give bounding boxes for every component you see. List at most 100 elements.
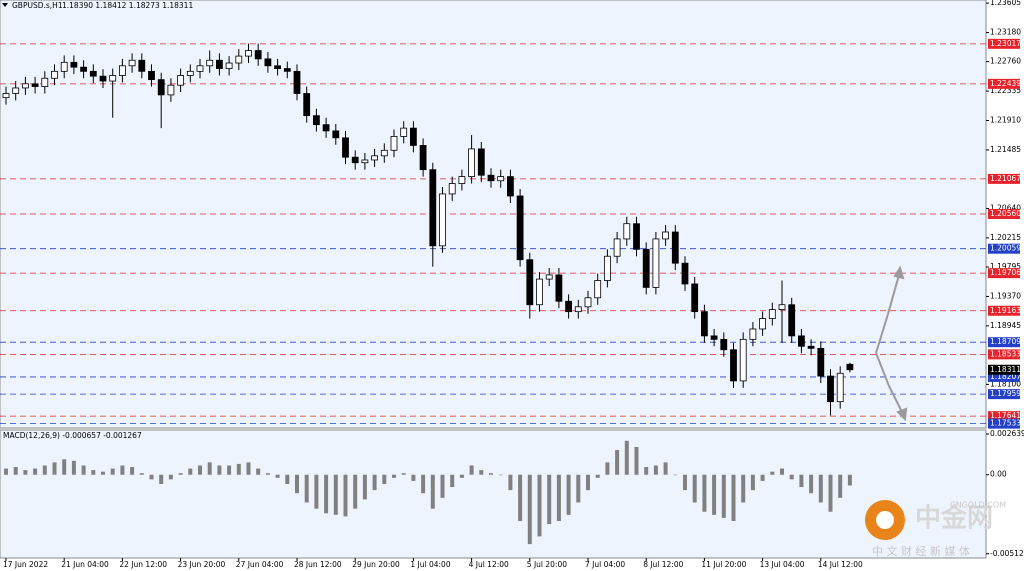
level-tag [988, 243, 1020, 254]
candle-body [730, 349, 737, 382]
x-tick-label: 14 Jul 12:00 [818, 560, 863, 569]
macd-bar [586, 474, 590, 491]
logo [876, 511, 894, 529]
macd-bar [450, 474, 455, 488]
macd-bar [275, 474, 280, 478]
macd-bar [392, 474, 396, 478]
macd-bar [624, 440, 629, 475]
candle-body [138, 59, 146, 72]
candle-body [574, 306, 582, 313]
y-tick-label: 1.19370 [990, 291, 1021, 300]
level-label: 1.18709 [990, 337, 1021, 346]
candle-body [371, 155, 379, 161]
level-label: 1.20059 [990, 244, 1021, 253]
candle-body [89, 70, 97, 77]
candle-body [167, 84, 175, 96]
candle-body [759, 318, 766, 330]
macd-tick-label: 0.00 [990, 470, 1007, 479]
brand: 中金网 [915, 503, 993, 534]
candle-body [555, 274, 563, 302]
candle-body [390, 136, 398, 151]
arrow [888, 385, 903, 413]
level-tag [988, 268, 1020, 279]
candle-body [506, 176, 514, 197]
candle-body [846, 363, 854, 371]
macd-bar [333, 474, 338, 515]
x-tick-label: 17 Jun 2022 [3, 560, 48, 569]
candle-body [720, 338, 728, 351]
candle-body [487, 174, 495, 182]
level-label: 1.17641 [990, 411, 1021, 420]
candle-body [332, 130, 340, 139]
macd-bar [459, 474, 464, 478]
candle-body [749, 328, 757, 340]
candle-body [128, 59, 136, 67]
level-tag [988, 38, 1020, 49]
macd-bar [489, 473, 493, 475]
macd-bar [421, 474, 426, 494]
macd-bar [265, 473, 270, 475]
x-tick-label: 11 Jul 20:00 [701, 560, 746, 569]
menu-icon [2, 3, 8, 7]
candle-body [245, 50, 252, 57]
macd-tick-label: 0.002639 [990, 429, 1024, 438]
candle-body [739, 338, 747, 382]
macd-bar [702, 474, 707, 512]
macd-bar [838, 474, 843, 498]
candle-body [215, 59, 223, 69]
candle-body [148, 70, 155, 81]
level-label: 1.21067 [990, 174, 1021, 183]
macd-bar [23, 470, 28, 475]
candle-body [545, 274, 553, 280]
macd-bar [692, 474, 697, 503]
macd-bar [644, 467, 649, 475]
level-tag [988, 349, 1020, 360]
macd-bar [110, 468, 115, 475]
level-tag [988, 305, 1020, 316]
candle-body [419, 145, 427, 171]
macd-bar [615, 450, 620, 475]
macd-bar [847, 474, 852, 486]
candle-body [710, 335, 718, 340]
macd-bar [207, 462, 212, 475]
macd-bar [314, 474, 319, 509]
macd-bar [382, 474, 387, 484]
macd-bar [576, 474, 581, 503]
level-tag [988, 209, 1020, 219]
macd-bar [411, 474, 416, 481]
macd-bar [256, 468, 261, 475]
macd-bar [770, 471, 775, 475]
candle-body [109, 75, 117, 82]
candle-body [565, 300, 572, 313]
macd-bar [828, 474, 833, 512]
y-tick-label: 1.23180 [990, 28, 1021, 37]
macd-bar [789, 474, 794, 480]
y-tick-label: 1.22335 [990, 86, 1021, 95]
level-tag [988, 173, 1020, 184]
macd-bar [353, 474, 358, 509]
macd-bar [683, 474, 687, 491]
candle-body [342, 137, 349, 158]
candle-body [448, 183, 456, 195]
level-label: 1.18533 [990, 349, 1021, 358]
candle-body [584, 297, 592, 308]
candle-body [283, 68, 291, 72]
y-tick-label: 1.21910 [990, 116, 1021, 125]
macd-bar [595, 474, 600, 478]
candle-body [836, 372, 844, 403]
x-tick-label: 23 Jun 20:00 [178, 560, 226, 569]
macd-bar [653, 465, 658, 475]
x-tick-label: 22 Jun 12:00 [119, 560, 167, 569]
y-tick-label: 1.20215 [990, 233, 1021, 242]
last-price-label: 1.18311 [990, 365, 1021, 374]
candle-body [60, 61, 68, 72]
candle-body [322, 124, 330, 132]
arrow [887, 274, 900, 315]
level-label: 1.22439 [990, 79, 1021, 88]
candle-body [21, 83, 29, 89]
arrow [875, 313, 889, 354]
macd-bar [673, 474, 678, 476]
macd-bar [81, 465, 86, 475]
